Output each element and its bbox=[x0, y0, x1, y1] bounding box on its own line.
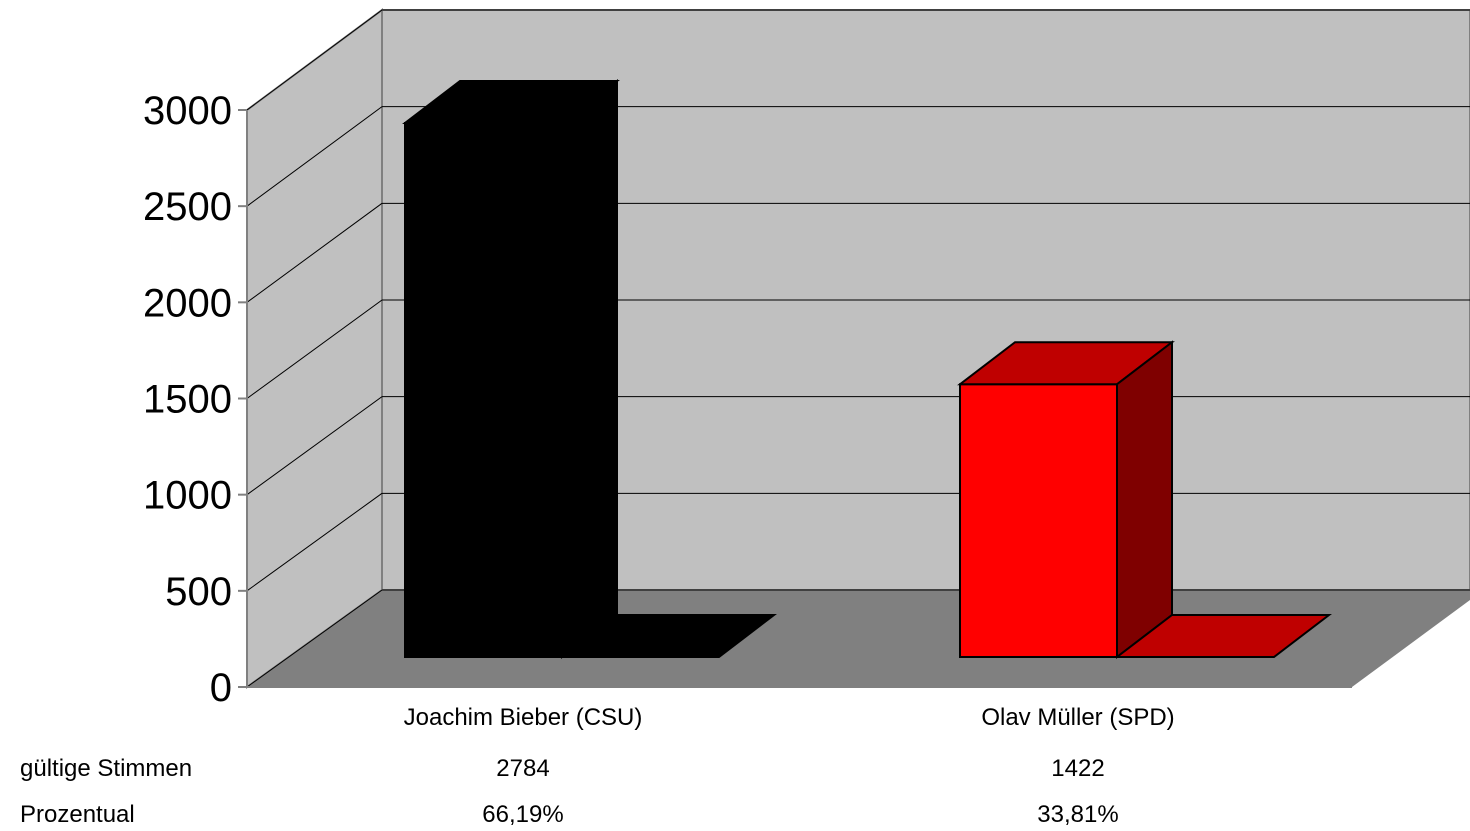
y-tick-label: 2000 bbox=[143, 281, 232, 325]
bar bbox=[957, 340, 1332, 660]
table-row-label: gültige Stimmen bbox=[20, 755, 192, 782]
table-row-label: Prozentual bbox=[20, 801, 135, 828]
gridline-side bbox=[246, 9, 383, 111]
category-label: Joachim Bieber (CSU) bbox=[404, 704, 643, 731]
gridline-side bbox=[246, 492, 383, 592]
table-cell: 33,81% bbox=[1037, 801, 1118, 828]
bar-front bbox=[959, 383, 1118, 658]
category-label: Olav Müller (SPD) bbox=[981, 704, 1174, 731]
y-axis: 0 500 1000 1500 2000 2500 3000 bbox=[143, 89, 1352, 710]
gridline-side bbox=[246, 202, 383, 303]
bar bbox=[402, 78, 777, 660]
bar-front bbox=[404, 122, 563, 658]
table-cell: 66,19% bbox=[482, 801, 563, 828]
bar-floor-slab bbox=[559, 614, 777, 658]
y-tick-label: 2500 bbox=[143, 185, 232, 229]
y-tick-label: 1000 bbox=[143, 474, 232, 518]
gridline-side bbox=[246, 396, 383, 496]
y-tick-label: 3000 bbox=[143, 89, 232, 133]
bars bbox=[402, 78, 1332, 660]
table-cell: 2784 bbox=[496, 755, 549, 782]
bar-side bbox=[1116, 340, 1173, 660]
x-axis-labels: Joachim Bieber (CSU) Olav Müller (SPD) bbox=[404, 704, 1175, 731]
side-wall bbox=[246, 8, 383, 689]
y-tick-label: 500 bbox=[165, 570, 232, 614]
gridline-side bbox=[246, 106, 383, 207]
table-cell: 1422 bbox=[1051, 755, 1104, 782]
bar-side bbox=[561, 78, 618, 660]
gridline-side bbox=[246, 589, 383, 688]
bar-floor-slab bbox=[1114, 614, 1332, 658]
y-tick-label: 0 bbox=[210, 666, 232, 710]
y-tick-label: 1500 bbox=[143, 378, 232, 422]
gridline-side bbox=[246, 299, 383, 399]
data-table: gültige Stimmen 2784 1422 Prozentual 66,19% 3… bbox=[20, 755, 1119, 828]
